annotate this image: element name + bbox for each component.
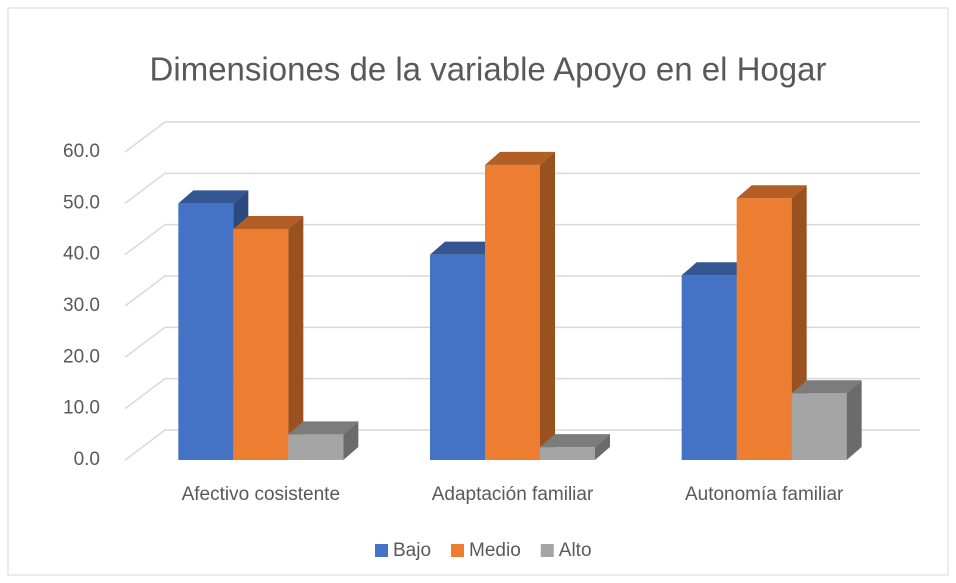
legend-swatch — [375, 544, 388, 557]
chart-title: Dimensiones de la variable Apoyo en el H… — [150, 51, 827, 88]
bar — [485, 151, 555, 461]
grid-line — [124, 377, 920, 410]
bar-top — [430, 241, 500, 255]
x-tick-label: Afectivo cosistente — [182, 484, 340, 505]
y-tick-label: 10.0 — [63, 398, 100, 419]
bar-front — [178, 203, 234, 461]
x-tick-label: Adaptación familiar — [432, 484, 594, 505]
bar-side — [288, 216, 304, 460]
legend-label: Medio — [469, 540, 521, 561]
bar — [288, 421, 359, 460]
bar-side — [343, 421, 359, 460]
bar-top — [736, 185, 807, 199]
y-tick-label: 60.0 — [63, 141, 100, 162]
bar-top — [791, 380, 862, 394]
bar — [736, 185, 807, 460]
bar-top — [233, 216, 304, 229]
bar-front — [681, 275, 737, 460]
y-tick-label: 40.0 — [63, 244, 100, 265]
grid-line — [124, 223, 920, 256]
bar-top — [178, 190, 249, 204]
bar-top — [681, 262, 752, 276]
grid-line — [124, 172, 920, 204]
bar-top — [540, 434, 610, 448]
bar — [791, 380, 862, 460]
bar — [540, 434, 610, 460]
bar-front — [485, 164, 540, 461]
bar — [233, 216, 304, 460]
bar-front — [430, 254, 485, 460]
grid-line — [124, 326, 920, 358]
legend-label: Alto — [559, 540, 592, 561]
bar-side — [595, 434, 610, 460]
x-tick-label: Autonomía familiar — [685, 484, 844, 505]
bar-side — [540, 151, 555, 461]
grid-line — [124, 121, 920, 153]
bar-top — [288, 421, 359, 435]
bar-front — [233, 229, 289, 460]
legend-swatch — [451, 544, 465, 557]
y-tick-label: 50.0 — [63, 192, 100, 213]
bar-front — [736, 198, 792, 460]
y-tick-label: 30.0 — [63, 295, 100, 316]
legend-label: Bajo — [393, 540, 431, 561]
bar-side — [846, 380, 862, 460]
legend-swatch — [540, 544, 554, 557]
bar-front — [288, 434, 344, 460]
grid-line — [124, 275, 920, 307]
y-tick-label: 20.0 — [63, 346, 100, 367]
bar-front — [540, 447, 595, 460]
bar-top — [485, 151, 555, 165]
grid-line — [124, 429, 920, 461]
bar-front — [791, 393, 847, 460]
y-tick-label: 0.0 — [74, 449, 100, 470]
